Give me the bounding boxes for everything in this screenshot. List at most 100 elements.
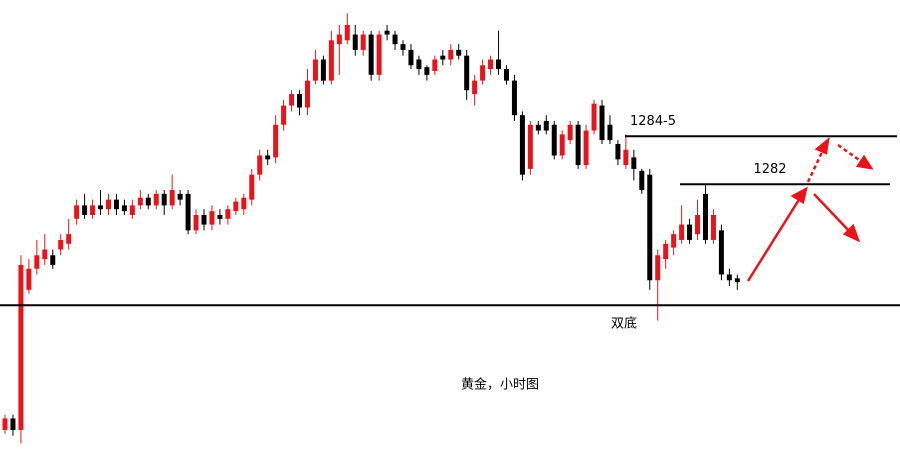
candle-body (185, 193, 191, 231)
candle-body (567, 124, 573, 141)
candle-body (464, 55, 470, 91)
candle-body (177, 193, 183, 200)
candle-body (376, 34, 382, 75)
candle-body (145, 197, 151, 206)
candle-body (304, 80, 310, 108)
candle-body (408, 49, 414, 66)
candle-body (623, 149, 629, 166)
candle-body (344, 24, 350, 41)
candle-body (289, 94, 295, 106)
arrow (837, 143, 863, 164)
candle-body (647, 174, 653, 281)
candle-body (105, 199, 111, 210)
chart-title: 黄金，小时图 (461, 377, 539, 393)
candle-body (663, 243, 669, 260)
candle-body (265, 155, 271, 160)
candle-body (702, 193, 708, 240)
candle-body (281, 105, 287, 125)
candle-body (129, 205, 135, 215)
candle-body (631, 157, 637, 169)
candle-body (480, 65, 486, 81)
candle-body (90, 205, 96, 215)
candle-body (734, 278, 740, 283)
candle-body (440, 55, 446, 60)
candle-body (424, 67, 430, 75)
candle-body (98, 205, 104, 210)
candle-body (679, 224, 685, 240)
candle-body (607, 124, 613, 141)
arrow-head (842, 223, 861, 243)
candle-body (575, 124, 581, 166)
candle-body (352, 34, 358, 50)
level-label: 1282 (753, 162, 786, 177)
candle-body (710, 214, 716, 240)
candle-body (58, 239, 64, 250)
candle-body (169, 190, 175, 206)
candle-body (511, 80, 517, 116)
candle-body (26, 268, 32, 290)
levels: 1284-5 1282 (0, 114, 900, 307)
candle-body (209, 211, 215, 225)
arrow-head (855, 154, 874, 170)
candle-body (42, 249, 48, 260)
candle-body (639, 170, 645, 191)
arrow (813, 193, 851, 233)
candle-body (74, 205, 80, 219)
candle-body (368, 34, 374, 75)
candle-body (448, 49, 454, 60)
candle-body (241, 197, 247, 210)
candle-body (225, 209, 231, 219)
candle-body (432, 59, 438, 72)
candle-body (161, 193, 167, 206)
candle-body (137, 197, 143, 206)
candle-body (615, 143, 621, 160)
candle-body (519, 115, 525, 175)
arrow-head (790, 186, 808, 204)
candle-body (328, 40, 334, 81)
candle-body (655, 255, 661, 281)
candle-body (503, 69, 509, 81)
candle-body (392, 34, 398, 45)
candle-body (257, 155, 263, 175)
candle-body (193, 214, 199, 231)
candle-body (233, 201, 239, 212)
candle-body (2, 418, 8, 430)
candle-body (456, 49, 462, 56)
arrow-head (814, 136, 830, 155)
candle-body (201, 214, 207, 225)
candle-body (273, 124, 279, 158)
arrows (746, 136, 874, 282)
candle-body (472, 80, 478, 95)
candle-body (312, 59, 318, 81)
candle-body (591, 103, 597, 131)
arrow (746, 197, 802, 282)
candle-body (535, 124, 541, 131)
annotation: 双底 (611, 316, 637, 332)
candle-body (416, 59, 422, 70)
candle-body (10, 418, 16, 430)
candle-body (113, 199, 119, 210)
candle-body (695, 214, 701, 235)
candle-body (583, 130, 589, 166)
arrow (806, 149, 825, 183)
candle-body (18, 264, 24, 430)
candle-body (671, 234, 677, 248)
candle-body (66, 234, 72, 244)
candle-body (543, 120, 549, 131)
candle-body (320, 59, 326, 81)
candle-body (726, 274, 732, 281)
candle-body (360, 34, 366, 50)
candle-body (249, 174, 255, 200)
candle-body (551, 124, 557, 156)
candle-body (217, 214, 223, 219)
candle-body (496, 59, 502, 70)
candle-body (121, 205, 127, 212)
candle-body (559, 134, 565, 156)
candle-body (336, 34, 342, 45)
candles (2, 13, 740, 444)
candle-body (599, 105, 605, 141)
candle-body (34, 255, 40, 269)
candle-body (488, 59, 494, 70)
level-label: 1284-5 (630, 114, 676, 129)
